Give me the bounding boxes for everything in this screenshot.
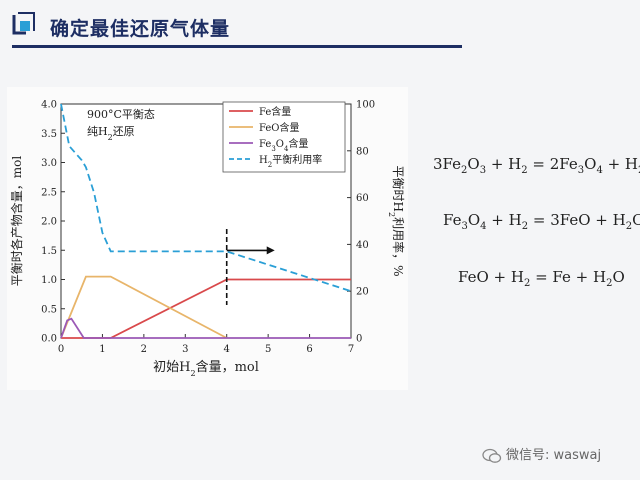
- x-tick-label: 6: [306, 344, 312, 355]
- subscript: 2: [521, 165, 528, 176]
- x-tick-label: 3: [182, 344, 188, 355]
- page-title: 确定最佳还原气体量: [50, 18, 231, 40]
- equation-1: 3Fe2O3 + H2 = 2Fe3O4 + H2O: [433, 155, 640, 176]
- x-tick-label: 1: [99, 344, 105, 355]
- y-left-tick-label: 4.0: [41, 100, 57, 111]
- equation-text: 3Fe: [433, 155, 462, 173]
- y-left-tick-label: 1.0: [41, 275, 57, 286]
- series-line-FeO含量: [60, 275, 228, 339]
- subscript: 3: [461, 221, 468, 232]
- x-axis-label: 初始H2含量，mol: [153, 359, 259, 378]
- subscript: 2: [523, 278, 531, 289]
- x-tick-label: 0: [58, 344, 64, 355]
- subscript: 2: [461, 165, 468, 176]
- wechat-watermark: 微信号: waswaj: [482, 444, 601, 464]
- series-line-Fe3O4含量: [60, 317, 351, 339]
- equation-3: FeO + H2 = Fe + H2O: [458, 268, 625, 289]
- series-line-H2平衡利用率: [60, 103, 352, 293]
- marker-arrow-head: [266, 246, 275, 255]
- title-bracket-icon: [12, 12, 35, 35]
- equation-text: + H: [486, 155, 522, 173]
- equation-text: O: [612, 268, 625, 286]
- x-tick-label: 5: [265, 344, 271, 355]
- y-left-axis-label: 平衡时各产物含量，mol: [9, 156, 24, 287]
- legend-label: H2平衡利用率: [259, 153, 322, 169]
- subscript: 2: [606, 278, 613, 289]
- chart-panel: 0 1 2 3 4 5 6 7 0.0 0.5 1.0 1.5 2.0 2.5 3.0 3.5 4.0 0 20 40…: [7, 87, 408, 390]
- y-left-tick-label: 2.0: [41, 217, 57, 228]
- legend-label: FeO含量: [259, 121, 300, 134]
- equation-text: + H: [486, 211, 522, 229]
- subscript: 2: [638, 165, 640, 176]
- y-left-tick-label: 0.0: [41, 334, 57, 345]
- equation-text: = Fe + H: [530, 268, 607, 286]
- y-left-tick-label: 3.5: [41, 129, 57, 140]
- title-underline: [12, 45, 462, 48]
- y-left-tick-label: 0.5: [41, 304, 57, 315]
- equation-text: O: [584, 155, 597, 173]
- equation-text: O: [467, 155, 480, 173]
- y-left-tick-label: 2.5: [41, 187, 57, 198]
- subscript: 3: [577, 165, 585, 176]
- y-left-tick-label: 3.0: [41, 158, 57, 169]
- legend-label: Fe含量: [259, 105, 291, 118]
- equation-text: O: [632, 211, 640, 229]
- slide-header: 确定最佳还原气体量: [0, 0, 640, 50]
- wechat-id: 微信号: waswaj: [506, 448, 602, 463]
- equation-text: = 2Fe: [527, 155, 578, 173]
- equation-text: O: [467, 211, 481, 229]
- legend-label: Fe3O4含量: [259, 137, 308, 153]
- legend-box: [222, 101, 346, 173]
- y-right-tick-label: 20: [356, 287, 369, 298]
- subscript: 3: [479, 165, 487, 176]
- equation-text: FeO + H: [458, 268, 524, 286]
- chart-annotation: 900°C平衡态: [87, 108, 155, 121]
- subscript: 4: [596, 165, 603, 176]
- chart-annotation: 纯H2还原: [87, 125, 135, 142]
- subscript: 2: [521, 221, 529, 232]
- subscript: 2: [625, 221, 633, 232]
- x-tick-label: 2: [141, 344, 147, 355]
- y-right-tick-label: 80: [356, 146, 369, 157]
- y-left-tick-label: 1.5: [41, 246, 57, 257]
- subscript: 4: [480, 221, 487, 232]
- x-tick-label: 4: [224, 344, 230, 355]
- equation-text: + H: [602, 155, 639, 173]
- wechat-icon: [482, 448, 502, 463]
- equation-text: Fe: [443, 211, 462, 229]
- x-tick-label: 7: [348, 344, 354, 355]
- equilibrium-chart: 0 1 2 3 4 5 6 7 0.0 0.5 1.0 1.5 2.0 2.5 3.0 3.5 4.0 0 20 40…: [9, 100, 407, 378]
- y-right-tick-label: 0: [356, 334, 362, 345]
- equation-2: Fe3O4 + H2 = 3FeO + H2O: [443, 211, 640, 232]
- y-right-tick-label: 40: [356, 240, 369, 251]
- y-right-tick-label: 100: [356, 100, 375, 111]
- equation-text: = 3FeO + H: [528, 211, 626, 229]
- y-right-tick-label: 60: [356, 193, 369, 204]
- y-right-axis-label: 平衡时H2利用率，%: [388, 166, 407, 277]
